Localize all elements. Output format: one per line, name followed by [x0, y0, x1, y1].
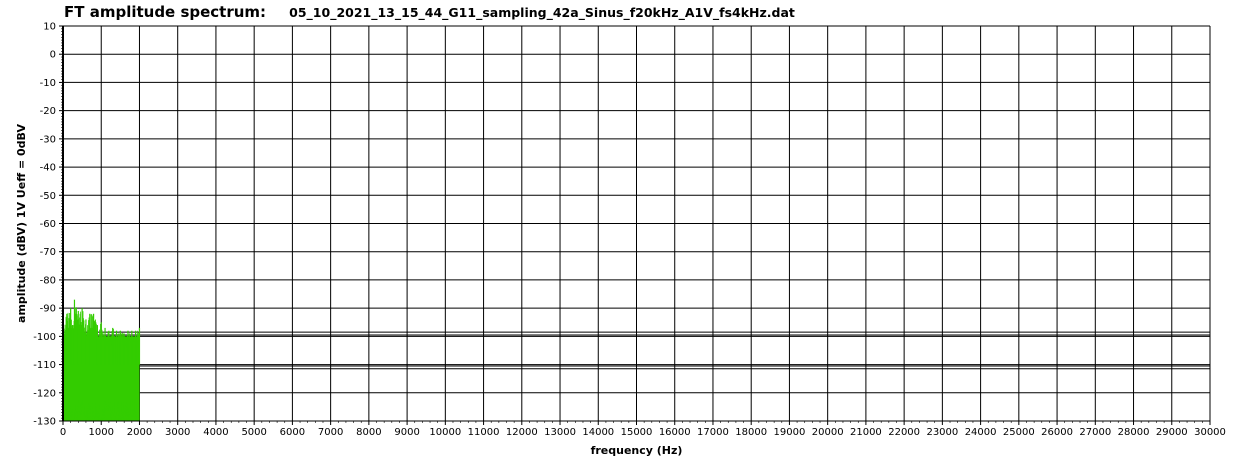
x-tick-label: 3000 — [165, 427, 190, 438]
y-tick-label: -130 — [33, 417, 56, 428]
x-tick-label: 9000 — [394, 427, 419, 438]
x-tick-label: 7000 — [318, 427, 343, 438]
x-tick-label: 24000 — [965, 427, 997, 438]
y-tick-label: -100 — [33, 332, 56, 343]
x-tick-label: 27000 — [1079, 427, 1111, 438]
tick-labels: 0 1000 2000 3000 4000 5000 6000 7000 8000 9000 100… — [33, 22, 1226, 439]
x-tick-label: 2000 — [127, 427, 152, 438]
grid-layer — [62, 25, 1211, 422]
x-tick-label: 29000 — [1156, 427, 1188, 438]
y-tick-label: -90 — [40, 304, 56, 315]
x-tick-label: 6000 — [280, 427, 305, 438]
x-tick-label: 23000 — [926, 427, 958, 438]
x-tick-label: 4000 — [203, 427, 228, 438]
x-tick-label: 26000 — [1041, 427, 1073, 438]
chart-header: FT amplitude spectrum: 05_10_2021_13_15_… — [64, 2, 795, 22]
x-tick-label: 30000 — [1194, 427, 1226, 438]
y-tick-label: -110 — [33, 360, 56, 371]
y-tick-label: -40 — [40, 163, 56, 174]
x-tick-label: 17000 — [697, 427, 729, 438]
x-tick-label: 12000 — [506, 427, 538, 438]
y-tick-label: -70 — [40, 247, 56, 258]
y-tick-label: -80 — [40, 275, 56, 286]
x-tick-label: 5000 — [241, 427, 266, 438]
x-tick-label: 19000 — [774, 427, 806, 438]
axis-layer — [59, 25, 1211, 425]
x-axis-title: frequency (Hz) — [591, 444, 683, 457]
y-tick-label: 10 — [43, 22, 56, 33]
x-tick-label: 13000 — [544, 427, 576, 438]
y-tick-label: -60 — [40, 219, 56, 230]
y-tick-label: -30 — [40, 134, 56, 145]
y-tick-label: -50 — [40, 191, 56, 202]
x-tick-label: 8000 — [356, 427, 381, 438]
x-tick-label: 15000 — [621, 427, 653, 438]
x-tick-label: 22000 — [888, 427, 920, 438]
chart-subtitle: 05_10_2021_13_15_44_G11_sampling_42a_Sin… — [289, 5, 795, 20]
y-tick-label: 0 — [50, 50, 56, 61]
x-tick-label: 14000 — [582, 427, 614, 438]
spectrum-trace — [62, 303, 140, 421]
x-tick-label: 0 — [60, 427, 66, 438]
x-tick-label: 20000 — [812, 427, 844, 438]
x-tick-label: 10000 — [429, 427, 461, 438]
x-tick-label: 25000 — [1003, 427, 1035, 438]
x-tick-label: 11000 — [468, 427, 500, 438]
y-tick-label: -10 — [40, 78, 56, 89]
x-tick-label: 1000 — [89, 427, 114, 438]
x-tick-label: 18000 — [735, 427, 767, 438]
y-tick-label: -120 — [33, 388, 56, 399]
y-axis-title: amplitude (dBV) 1V Ueff = 0dBV — [15, 124, 28, 323]
y-tick-label: -20 — [40, 106, 56, 117]
chart-title: FT amplitude spectrum: — [64, 3, 267, 21]
x-tick-label: 16000 — [659, 427, 691, 438]
x-tick-label: 21000 — [850, 427, 882, 438]
x-tick-label: 28000 — [1118, 427, 1150, 438]
reference-lines — [63, 331, 1210, 370]
series-layer — [62, 299, 141, 421]
